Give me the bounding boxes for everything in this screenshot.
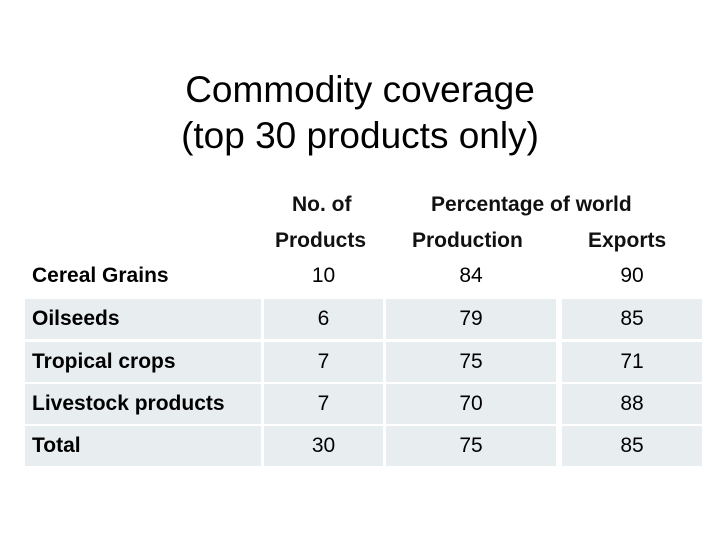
row-label: Tropical crops: [25, 342, 261, 382]
cell-exports: 71: [562, 342, 702, 382]
header-no-of: No. of: [292, 193, 352, 216]
table-row-cereal-grains: Cereal Grains 10 84 90: [25, 256, 702, 298]
cell-products: 7: [264, 384, 383, 424]
header-products: Products: [275, 229, 367, 252]
header-production: Production: [412, 229, 523, 252]
table-row-livestock-products: Livestock products 7 70 88: [25, 384, 702, 426]
row-label: Cereal Grains: [25, 256, 261, 296]
table-row-tropical-crops: Tropical crops 7 75 71: [25, 342, 702, 384]
header-percentage-of-world: Percentage of world: [431, 193, 632, 216]
cell-exports: 85: [562, 299, 702, 339]
cell-exports: 88: [562, 384, 702, 424]
cell-products: 10: [264, 256, 383, 296]
slide-title-line-2: (top 30 products only): [181, 114, 539, 156]
header-exports: Exports: [588, 229, 667, 252]
slide-title: Commodity coverage (top 30 products only…: [0, 67, 720, 159]
table-row-total: Total 30 75 85: [25, 426, 702, 468]
table-row-oilseeds: Oilseeds 6 79 85: [25, 299, 702, 341]
cell-products: 30: [264, 426, 383, 466]
row-label: Oilseeds: [25, 299, 261, 339]
cell-production: 75: [386, 342, 556, 382]
cell-production: 75: [386, 426, 556, 466]
cell-exports: 85: [562, 426, 702, 466]
cell-products: 7: [264, 342, 383, 382]
cell-production: 84: [386, 256, 556, 296]
cell-exports: 90: [562, 256, 702, 296]
row-label: Livestock products: [25, 384, 261, 424]
cell-production: 70: [386, 384, 556, 424]
cell-products: 6: [264, 299, 383, 339]
slide-title-line-1: Commodity coverage: [185, 68, 535, 110]
row-label: Total: [25, 426, 261, 466]
cell-production: 79: [386, 299, 556, 339]
